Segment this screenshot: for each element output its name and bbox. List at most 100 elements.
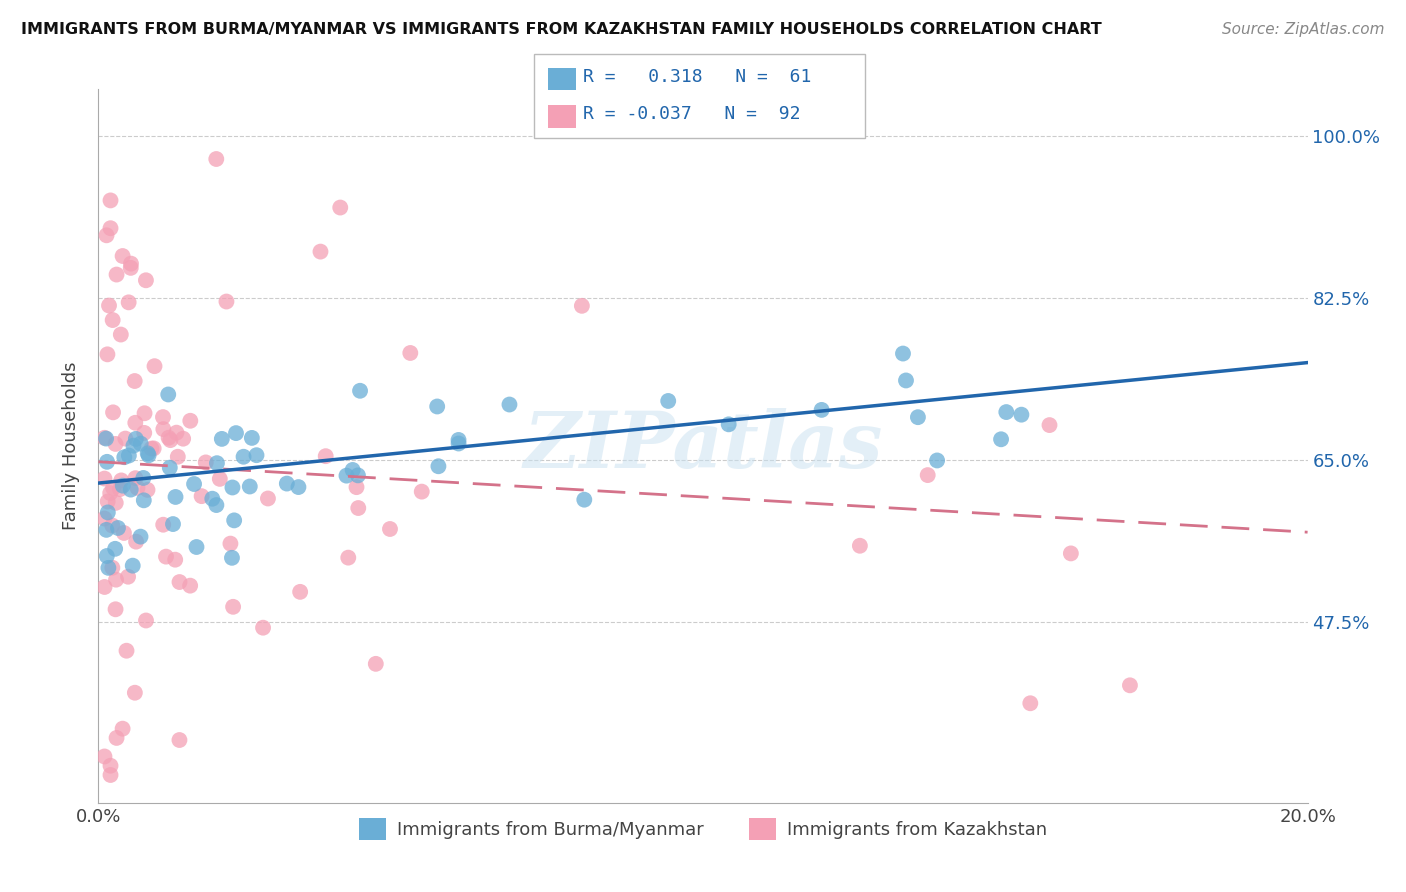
Point bbox=[169, 733, 191, 747]
Point bbox=[186, 540, 208, 554]
Point bbox=[101, 518, 124, 533]
Point bbox=[378, 522, 401, 536]
Point bbox=[96, 347, 118, 361]
Point bbox=[1019, 696, 1042, 710]
Point bbox=[1119, 678, 1142, 692]
Point bbox=[122, 439, 145, 453]
Point bbox=[96, 523, 118, 537]
Point bbox=[118, 295, 141, 310]
Point bbox=[1010, 408, 1032, 422]
Point bbox=[152, 517, 174, 532]
Point bbox=[94, 432, 117, 446]
Point bbox=[111, 249, 134, 263]
Point bbox=[157, 431, 180, 445]
Text: ZIPatlas: ZIPatlas bbox=[523, 408, 883, 484]
Point bbox=[111, 478, 134, 492]
Point bbox=[347, 468, 370, 483]
Point bbox=[276, 476, 298, 491]
Point bbox=[166, 450, 188, 464]
Point bbox=[96, 455, 118, 469]
Point bbox=[166, 425, 188, 440]
Point bbox=[717, 417, 740, 432]
Point bbox=[132, 471, 155, 485]
Point bbox=[240, 431, 263, 445]
Point bbox=[105, 268, 128, 282]
Point bbox=[917, 468, 939, 483]
Point bbox=[239, 479, 262, 493]
Point bbox=[179, 579, 201, 593]
Point bbox=[129, 530, 152, 544]
Point bbox=[93, 749, 115, 764]
Point bbox=[172, 432, 194, 446]
Point bbox=[165, 490, 187, 504]
Point bbox=[159, 433, 181, 447]
Point bbox=[157, 387, 180, 401]
Point bbox=[96, 549, 118, 563]
Point bbox=[100, 221, 122, 235]
Point bbox=[152, 410, 174, 425]
Point bbox=[124, 416, 146, 430]
Point bbox=[97, 561, 120, 575]
Y-axis label: Family Households: Family Households bbox=[62, 362, 80, 530]
Point bbox=[891, 346, 914, 360]
Point bbox=[190, 489, 212, 503]
Point bbox=[205, 456, 228, 470]
Point bbox=[98, 299, 121, 313]
Point bbox=[927, 453, 949, 467]
Point bbox=[100, 194, 122, 208]
Point bbox=[907, 410, 929, 425]
Point bbox=[101, 560, 124, 574]
Point bbox=[211, 432, 233, 446]
Point bbox=[138, 448, 160, 462]
Point bbox=[287, 480, 309, 494]
Point bbox=[101, 313, 124, 327]
Point bbox=[121, 558, 143, 573]
Point bbox=[162, 517, 184, 532]
Point bbox=[97, 494, 120, 508]
Point bbox=[107, 521, 129, 535]
Point bbox=[152, 422, 174, 436]
Point bbox=[1038, 418, 1060, 433]
Point bbox=[111, 722, 134, 736]
Point bbox=[100, 768, 122, 782]
Point bbox=[498, 398, 520, 412]
Text: R = -0.037   N =  92: R = -0.037 N = 92 bbox=[583, 105, 801, 123]
Point bbox=[143, 359, 166, 374]
Point bbox=[399, 346, 422, 360]
Point bbox=[104, 602, 127, 616]
Point bbox=[115, 644, 138, 658]
Point bbox=[347, 501, 370, 516]
Point bbox=[136, 483, 159, 497]
Point bbox=[125, 432, 148, 446]
Point bbox=[105, 573, 128, 587]
Point bbox=[995, 405, 1018, 419]
Point bbox=[221, 550, 243, 565]
Point bbox=[990, 432, 1012, 446]
Point bbox=[1060, 546, 1083, 560]
Point bbox=[104, 437, 127, 451]
Point bbox=[335, 468, 357, 483]
Text: Source: ZipAtlas.com: Source: ZipAtlas.com bbox=[1222, 22, 1385, 37]
Point bbox=[447, 433, 470, 447]
Point bbox=[120, 257, 142, 271]
Point bbox=[219, 536, 242, 550]
Point bbox=[159, 460, 181, 475]
Point bbox=[98, 486, 121, 500]
Point bbox=[447, 436, 470, 450]
Point bbox=[225, 426, 247, 441]
Text: IMMIGRANTS FROM BURMA/MYANMAR VS IMMIGRANTS FROM KAZAKHSTAN FAMILY HOUSEHOLDS CO: IMMIGRANTS FROM BURMA/MYANMAR VS IMMIGRA… bbox=[21, 22, 1102, 37]
Point bbox=[169, 575, 191, 590]
Point bbox=[571, 299, 593, 313]
Point bbox=[120, 260, 142, 275]
Point bbox=[134, 406, 156, 420]
Point bbox=[205, 152, 228, 166]
Point bbox=[112, 450, 135, 465]
Point bbox=[127, 481, 149, 495]
Point bbox=[118, 449, 141, 463]
Text: R =   0.318   N =  61: R = 0.318 N = 61 bbox=[583, 68, 811, 86]
Point bbox=[110, 474, 132, 488]
Point bbox=[309, 244, 332, 259]
Point bbox=[411, 484, 433, 499]
Point bbox=[101, 405, 124, 419]
Point bbox=[97, 505, 120, 519]
